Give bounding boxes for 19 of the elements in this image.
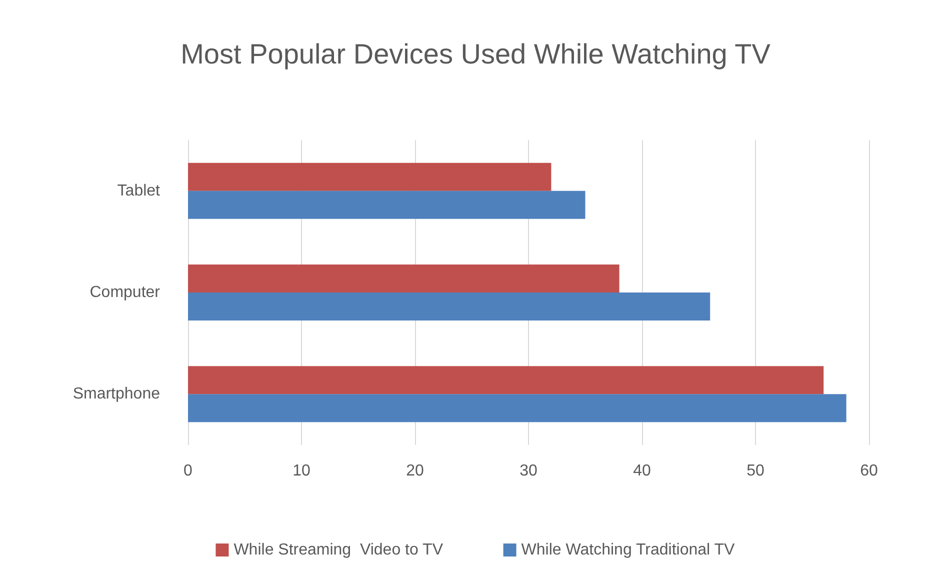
y-tick-label: Smartphone <box>72 386 160 403</box>
bar <box>188 292 710 320</box>
bar <box>188 162 552 191</box>
chart-title: Most Popular Devices Used While Watching TV <box>180 38 771 70</box>
bar <box>188 190 586 219</box>
x-tick-label: 60 <box>860 462 878 480</box>
x-tick-label: 20 <box>406 462 424 480</box>
legend-label: While Streaming Video to TV <box>234 542 444 558</box>
y-tick-label: Computer <box>90 284 161 301</box>
bar <box>188 264 620 292</box>
x-tick-label: 0 <box>184 462 193 480</box>
bar <box>188 394 846 422</box>
x-tick-label: 50 <box>746 462 764 480</box>
y-tick-label: Tablet <box>117 182 161 200</box>
x-tick-label: 30 <box>520 462 538 480</box>
x-tick-label: 40 <box>633 462 651 480</box>
x-tick-label: 10 <box>292 462 310 480</box>
bar <box>188 366 824 394</box>
legend-label: While Watching Traditional TV <box>521 542 736 558</box>
